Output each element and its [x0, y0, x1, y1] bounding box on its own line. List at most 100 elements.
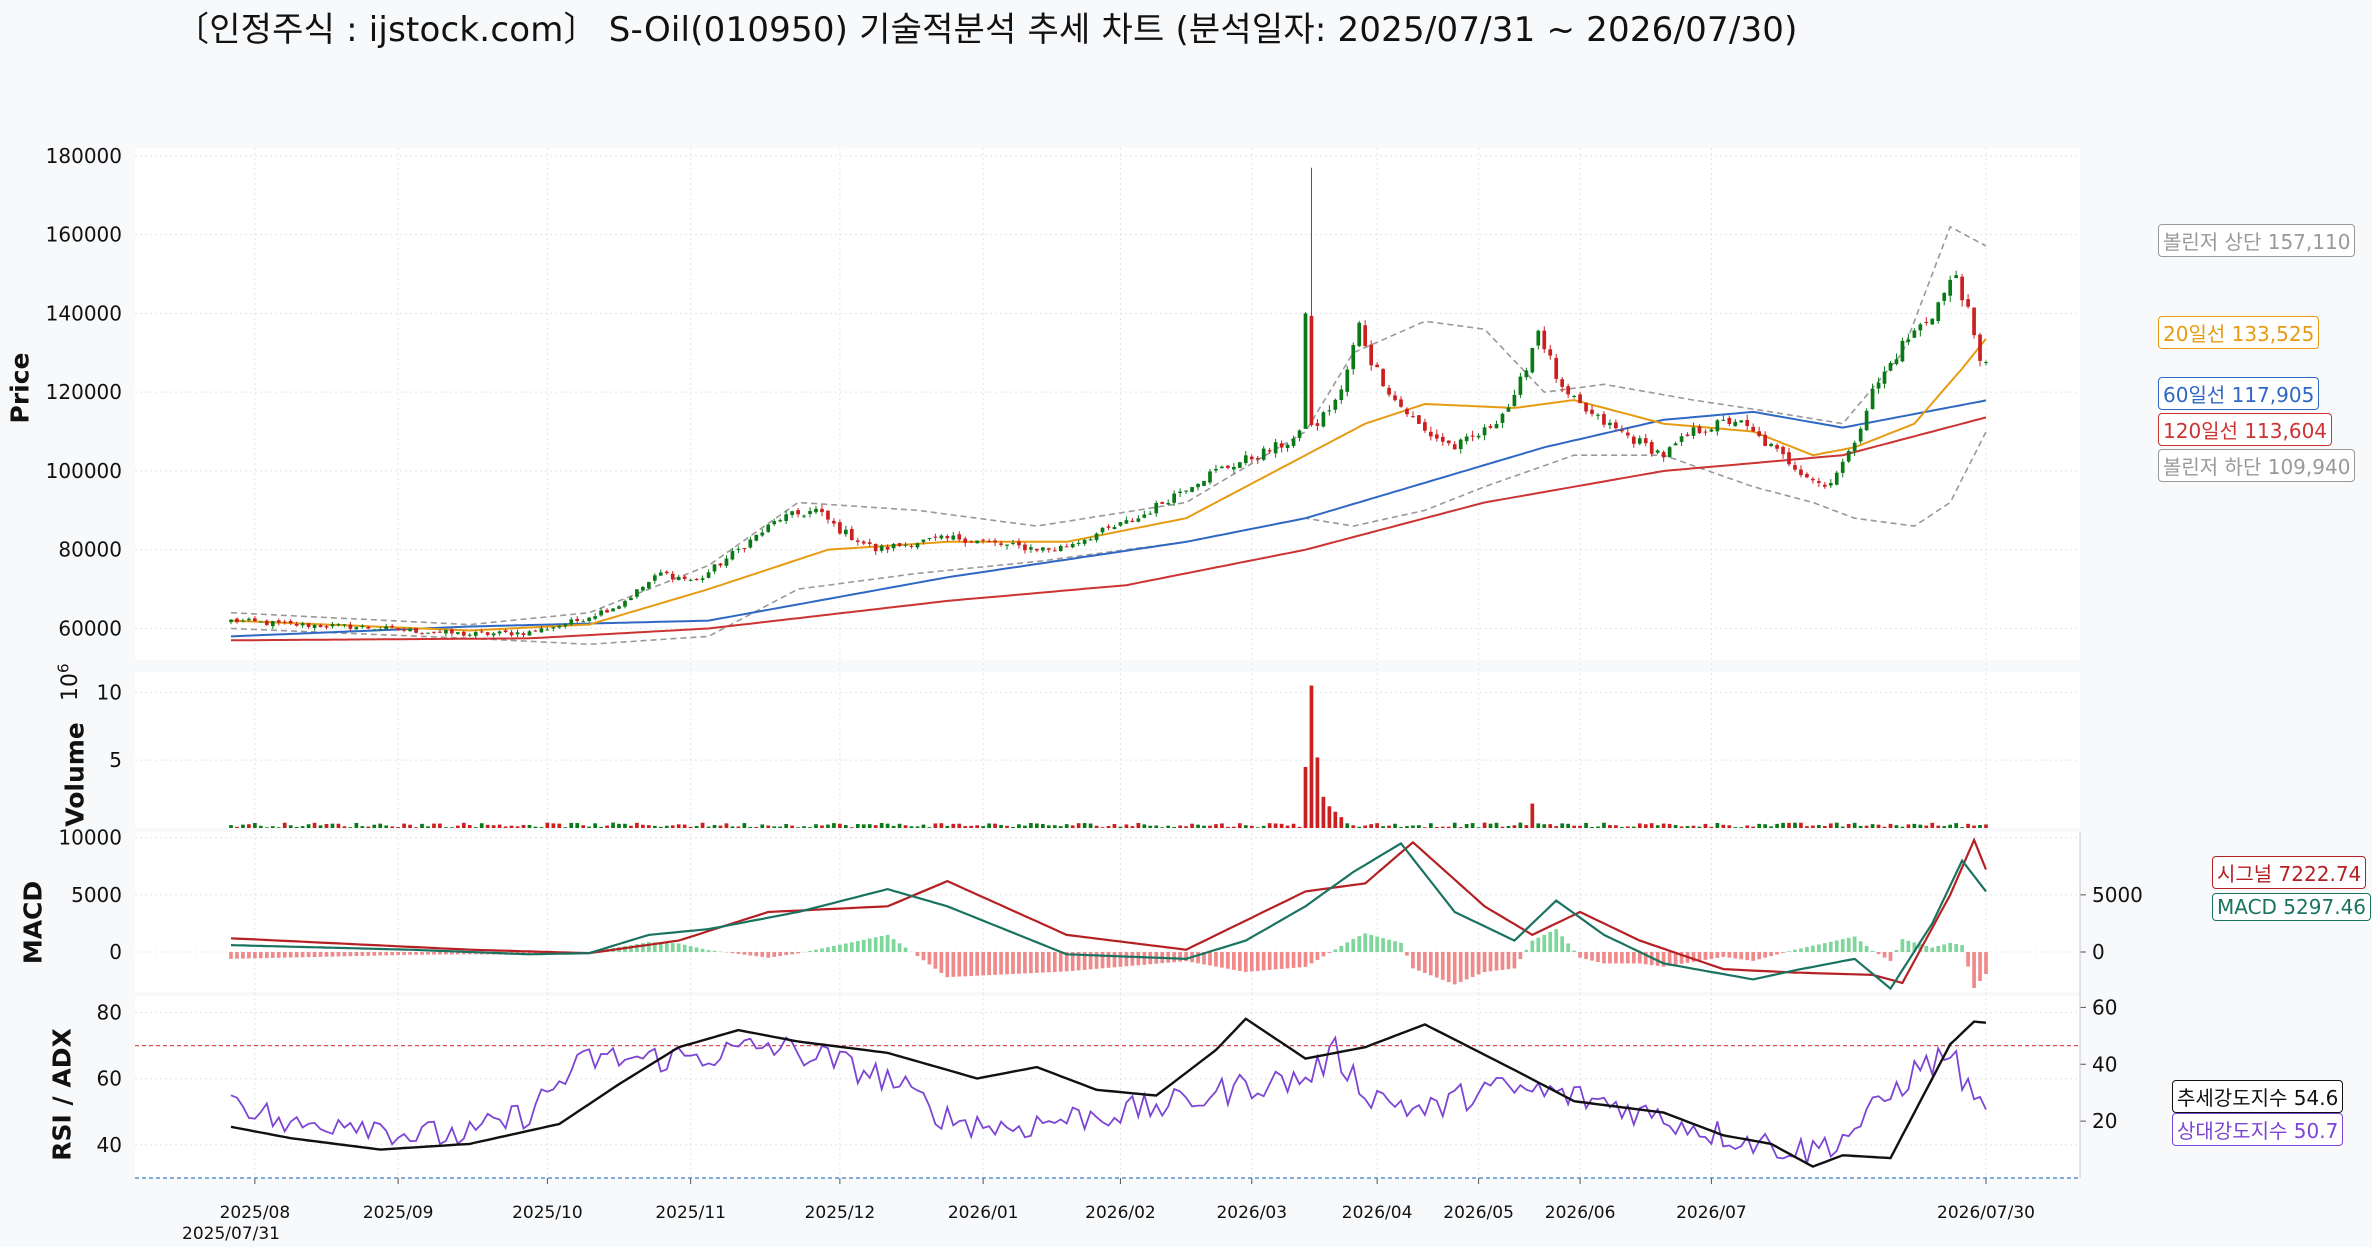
price-tick-label: 100000	[46, 459, 122, 483]
macd-histogram-bar	[1960, 945, 1964, 952]
volume-bar	[635, 822, 639, 828]
volume-bar	[754, 826, 759, 828]
candle-body	[485, 632, 490, 635]
candle-body	[1017, 541, 1021, 546]
volume-bar	[1781, 822, 1785, 828]
candle-body	[426, 632, 430, 634]
candle-body	[1261, 448, 1266, 460]
macd-histogram-bar	[1237, 952, 1242, 971]
macd-histogram-bar	[1524, 949, 1529, 952]
macd-histogram-bar	[838, 944, 842, 952]
volume-bar	[1930, 822, 1935, 828]
candle-body	[408, 628, 412, 632]
volume-bar	[247, 824, 251, 828]
macd-histogram-bar	[814, 949, 818, 952]
volume-bar	[1452, 822, 1457, 828]
volume-bar	[879, 823, 884, 828]
volume-bar	[1906, 824, 1911, 828]
ma60-line	[230, 399, 1987, 638]
candle-body	[975, 540, 980, 544]
macd-histogram-bar	[1757, 952, 1762, 960]
candle-body	[873, 543, 878, 552]
macd-histogram-bar	[1769, 952, 1773, 957]
volume-bar	[1058, 826, 1063, 828]
candle-body	[1566, 386, 1570, 395]
candle-body	[969, 541, 974, 543]
candle-body	[1608, 422, 1612, 426]
macd-histogram-bar	[1984, 952, 1988, 975]
volume-bar	[778, 826, 783, 828]
candle-body	[1458, 439, 1463, 449]
volume-bar	[420, 823, 424, 828]
candle-body	[1912, 330, 1917, 338]
volume-bar	[706, 826, 711, 828]
macd-histogram-bar	[629, 945, 633, 952]
volume-bar	[1900, 826, 1905, 828]
macd-histogram-bar	[1255, 952, 1260, 971]
volume-bar	[1703, 823, 1708, 828]
volume-bar	[479, 823, 484, 828]
macd-histogram-bar	[1130, 952, 1135, 966]
macd-histogram-bar	[844, 943, 848, 952]
volume-bar	[1387, 825, 1391, 828]
candle-body	[1273, 442, 1278, 454]
volume-bar	[438, 823, 442, 828]
macd-histogram-bar	[402, 952, 406, 955]
volume-bar	[897, 823, 902, 828]
candle-body	[1828, 483, 1833, 486]
macd-histogram-bar	[1476, 952, 1481, 975]
candle-body	[1614, 422, 1618, 429]
macd-histogram-bar	[1614, 952, 1618, 964]
volume-bar	[372, 824, 377, 828]
macd-histogram-bar	[270, 952, 275, 958]
macd-histogram-bar	[1005, 952, 1009, 975]
candle-body	[1494, 424, 1499, 429]
volume-bar	[623, 823, 627, 828]
volume-bar	[1035, 823, 1039, 828]
candle-body	[1249, 456, 1254, 460]
candle-body	[1214, 468, 1218, 471]
volume-bar	[1697, 826, 1702, 828]
candle-body	[1590, 409, 1594, 414]
macd-histogram-bar	[1608, 952, 1612, 964]
volume-bar	[1709, 826, 1714, 828]
volume-bar	[444, 827, 448, 828]
macd-histogram-bar	[1840, 939, 1845, 952]
macd-histogram-bar	[1309, 952, 1314, 964]
macd-histogram-bar	[981, 952, 985, 976]
candle-body	[1136, 518, 1141, 522]
macd-histogram-bar	[957, 952, 962, 977]
volume-bar	[1912, 823, 1917, 828]
x-tick-label: 2026/01	[948, 1203, 1019, 1223]
x-tick-label: 2026/07/30	[1937, 1203, 2035, 1223]
macd-histogram-bar	[1267, 952, 1272, 970]
volume-bar	[336, 823, 341, 828]
candle-body	[1124, 520, 1129, 524]
macd-histogram-bar	[796, 952, 800, 954]
candle-body	[264, 620, 269, 625]
macd-histogram-bar	[450, 952, 454, 955]
candle-body	[545, 629, 550, 631]
candle-body	[420, 633, 424, 635]
volume-bar	[1590, 827, 1594, 828]
volume-bar	[1488, 823, 1493, 828]
candle-body	[993, 540, 997, 543]
volume-bar	[1584, 822, 1588, 828]
volume-bar	[1954, 823, 1958, 828]
candle-body	[1667, 447, 1672, 458]
volume-bar	[390, 826, 395, 828]
price-tick-label: 140000	[46, 301, 122, 325]
legend-adx: 추세강도지수 54.6	[2172, 1080, 2344, 1113]
volume-bar	[1894, 825, 1899, 828]
macd-histogram-bar	[1948, 942, 1953, 952]
macd-histogram-bar	[1703, 952, 1708, 960]
legend-signal: 시그널 7222.74	[2212, 856, 2367, 889]
candle-body	[1984, 362, 1988, 364]
candle-body	[1064, 546, 1069, 548]
candle-body	[444, 630, 448, 634]
macd-histogram-bar	[658, 942, 663, 952]
macd-tick-label-right: 0	[2092, 940, 2105, 964]
volume-bar	[1160, 827, 1165, 828]
candle-body	[879, 545, 884, 551]
candle-body	[915, 543, 920, 548]
